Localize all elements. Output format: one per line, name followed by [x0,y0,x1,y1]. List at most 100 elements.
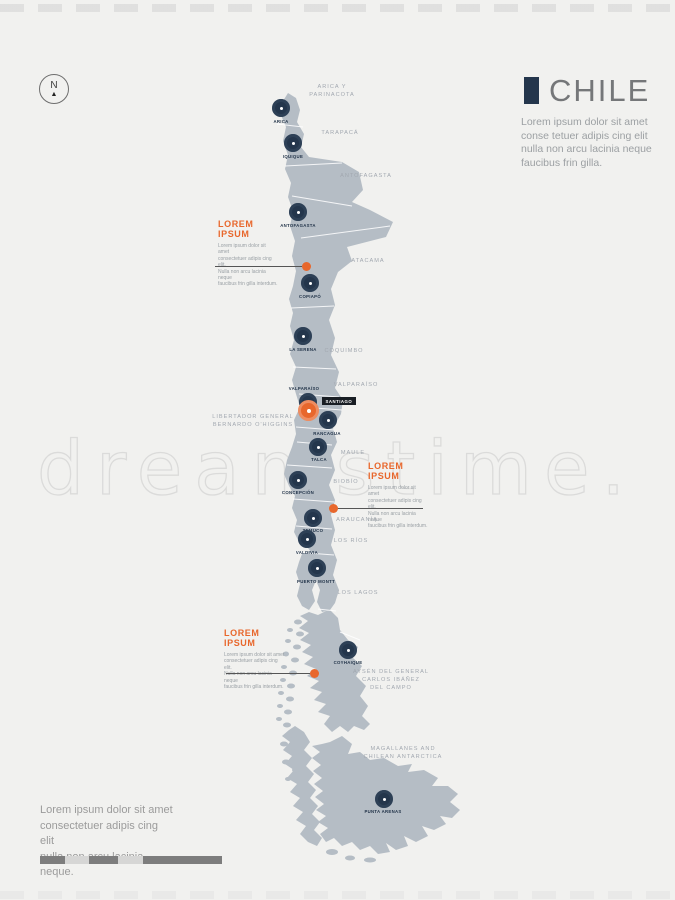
city-label-antofagasta: ANTOFAGASTA [280,223,316,228]
island-shape [283,722,291,728]
title-accent-bar [524,77,539,104]
island-shape [277,704,283,708]
island-shape [281,665,287,669]
island-shape [326,849,338,855]
island-shape [276,717,282,721]
city-label-valpara-so: VALPARAÍSO [288,386,320,391]
region-label-magallanes-and-chilean-antarctica: MAGALLANES AND CHILEAN ANTARCTICA [363,746,443,760]
compass: N ▲ [39,74,69,104]
city-label-coyhaique: COYHAIQUE [333,660,363,665]
callout-biobio-dot [328,503,338,513]
footer-progress-bar [40,856,222,864]
progress-bar-segment-dark [40,856,65,864]
island-shape [283,651,289,657]
region-label-ays-n-del-general-carlos-ib-ez-del-campo: AYSÉN DEL GENERAL CARLOS IBÁÑEZ DEL CAMPO [352,669,430,691]
city-marker-core [346,648,350,652]
city-marker-valdivia [298,530,316,548]
island-shape [280,678,286,682]
region-label-tarapac: TARAPACÁ [321,130,359,136]
region-label-valpara-so: VALPARAÍSO [333,382,379,388]
island-shape [291,657,299,663]
footer-description: Lorem ipsum dolor sit amet consectetuer … [40,804,173,878]
capital-marker-core [306,408,311,413]
region-label-araucan-a: ARAUCANÍA [336,517,378,523]
callout-atacama: LOREM IPSUM Lorem ipsum dolor sit amet c… [218,219,278,288]
progress-bar-segment-dark [143,856,222,864]
city-marker-iquique [284,134,302,152]
island-shape [294,619,302,625]
island-shape [282,759,290,765]
region-borders [276,123,391,641]
callout-atacama-title: LOREM IPSUM [218,219,254,239]
magallanes-west-strip-shape [282,726,322,846]
callout-biobio-title: LOREM IPSUM [368,461,404,481]
city-label-punta-arenas: PUNTA ARENAS [364,809,402,814]
city-marker-arica [272,99,290,117]
region-label-libertador-general-bernardo-o-higgins: LIBERTADOR GENERAL BERNARDO O'HIGGINS [212,414,294,428]
city-marker-core [279,106,283,110]
city-marker-concepci-n [289,471,307,489]
city-label-concepci-n: CONCEPCIÓN [281,490,315,495]
city-marker-coyhaique [339,641,357,659]
island-shape [296,631,304,637]
city-marker-puerto-montt [308,559,326,577]
watermark-top-dashes [0,4,675,12]
island-shape [287,683,295,689]
callout-biobio-leader-line [337,507,423,509]
island-shape [285,639,291,643]
region-label-coquimbo: COQUIMBO [324,348,364,354]
callout-aysen-leader-line [226,672,310,674]
island-shape [280,741,288,747]
progress-bar-segment-light [118,856,143,864]
callout-atacama-dot [301,261,311,271]
city-label-talca: TALCA [311,457,327,462]
island-shape [278,691,284,695]
city-label-rancagua: RANCAGUA [313,431,341,436]
compass-north-label: N [50,79,58,91]
header-description: Lorem ipsum dolor sit amet conse tetuer … [521,116,652,169]
region-label-biob-o: BIOBÍO [333,479,359,485]
callout-biobio: LOREM IPSUM Lorem ipsum dolor sit amet c… [368,461,428,530]
city-label-iquique: IQUIQUE [282,154,304,159]
callout-aysen-dot [309,668,319,678]
region-label-antofagasta: ANTOFAGASTA [340,173,392,179]
island-shape [287,628,293,632]
city-marker-antofagasta [289,203,307,221]
city-marker-temuco [304,509,322,527]
city-marker-copiap [301,274,319,292]
callout-aysen: LOREM IPSUM Lorem ipsum dolor sit amet c… [224,628,286,690]
watermark-bottom-dashes [0,891,675,899]
city-label-valdivia: VALDIVIA [295,550,319,555]
city-label-arica: ARICA [273,119,289,124]
city-label-puerto-montt: PUERTO MONTT [297,579,335,584]
island-shape [364,857,376,863]
region-label-arica-y-parinacota: ARICA Y PARINACOTA [309,84,355,98]
city-label-temuco: TEMUCO [302,528,324,533]
callout-aysen-title: LOREM IPSUM [224,628,260,648]
region-label-atacama: ATACAMA [351,258,385,264]
callout-aysen-body: Lorem ipsum dolor sit amet consectetuer … [224,652,285,691]
callout-atacama-body: Lorem ipsum dolor sit amet consectetuer … [218,243,278,288]
small-islands-group [276,619,376,863]
island-shape [286,696,294,702]
region-label-los-r-os: LOS RÍOS [333,538,369,544]
mainland-north-shape [280,93,393,612]
country-title: CHILE [549,73,651,108]
city-marker-core [291,141,295,145]
capital-label-santiago: SANTIAGO [322,397,356,405]
island-shape [285,777,291,781]
city-marker-talca [309,438,327,456]
capital-marker-santiago [298,400,319,421]
city-marker-core [296,210,300,214]
city-marker-core [301,334,305,338]
city-label-copiap: COPIAPÓ [299,294,321,299]
city-marker-core [308,281,312,285]
region-label-los-lagos: LOS LAGOS [337,590,379,596]
island-shape [293,644,301,650]
island-shape [289,749,299,755]
island-shape [292,767,300,773]
compass-arrow-icon: ▲ [50,90,58,98]
progress-bar-segment-light [65,856,89,864]
city-label-la-serena: LA SERENA [289,347,317,352]
